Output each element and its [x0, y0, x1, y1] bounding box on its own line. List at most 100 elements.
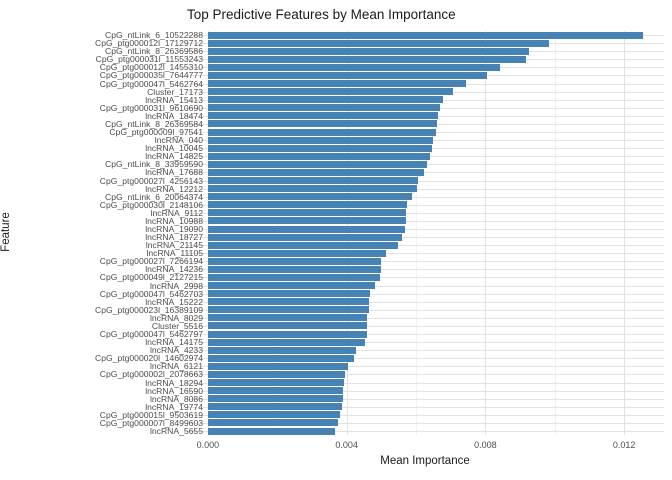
- y-category-gridline: [186, 342, 664, 344]
- bar: [207, 71, 488, 79]
- y-category-gridline: [186, 277, 664, 279]
- bar: [207, 346, 357, 354]
- bar: [207, 88, 454, 96]
- bar: [207, 282, 376, 289]
- y-category-gridline: [186, 350, 664, 352]
- y-tick-label: lncRNA_15413: [145, 94, 203, 105]
- bar: [207, 152, 430, 160]
- y-tick-label: CpG_ptg000031l_11553243: [95, 54, 203, 65]
- y-category-gridline: [186, 212, 664, 214]
- y-category-gridline: [186, 309, 664, 311]
- bar: [207, 241, 398, 249]
- x-major-gridline: [624, 31, 626, 435]
- y-tick-label: lncRNA_18474: [145, 110, 203, 121]
- bar: [207, 185, 417, 193]
- y-category-gridline: [186, 196, 664, 198]
- y-category-gridline: [186, 229, 664, 230]
- x-tick-label: 0.004: [335, 440, 358, 450]
- bar: [207, 387, 344, 395]
- y-tick-label: CpG_ntLink_8_33959590: [105, 159, 203, 170]
- y-tick-label: CpG_ptg000035l_7644777: [99, 70, 203, 81]
- bar: [207, 96, 444, 104]
- bar: [207, 225, 405, 233]
- bar: [207, 112, 439, 120]
- x-axis-title: Mean Importance: [380, 455, 470, 467]
- y-category-gridline: [186, 414, 664, 416]
- bar: [207, 419, 339, 427]
- y-tick-label: lncRNA_8086: [149, 393, 203, 404]
- x-tick-label: 0.008: [474, 440, 497, 450]
- y-tick-label: CpG_ptg000047l_5462703: [99, 288, 203, 299]
- y-tick-label: lncRNA_16590: [145, 385, 203, 396]
- x-minor-gridline: [277, 31, 279, 435]
- y-tick-label: Cluster_17173: [147, 86, 203, 97]
- y-category-gridline: [186, 293, 664, 295]
- y-tick-label: CpG_ptg000047l_5462797: [99, 329, 203, 339]
- bar: [207, 306, 369, 314]
- bar: [207, 104, 440, 112]
- y-category-gridline: [186, 261, 664, 263]
- y-tick-label: CpG_ptg000020l_14602974: [95, 353, 203, 364]
- y-tick-label: lncRNA_6121: [149, 361, 203, 372]
- y-category-gridline: [186, 398, 664, 400]
- y-tick-label: lncRNA_18294: [145, 377, 203, 388]
- bar: [207, 47, 530, 55]
- y-tick-label: lncRNA_18727: [145, 232, 203, 242]
- y-category-gridline: [186, 366, 664, 368]
- y-tick-label: lncRNA_8029: [149, 312, 203, 323]
- bar: [207, 354, 354, 362]
- y-tick-label: CpG_ptg000027l_4256143: [99, 175, 203, 186]
- y-tick-label: lncRNA_19090: [145, 224, 203, 234]
- y-category-gridline: [186, 358, 664, 360]
- y-tick-label: lncRNA_4233: [149, 345, 203, 356]
- y-category-gridline: [186, 325, 664, 327]
- bar: [207, 249, 386, 257]
- bar: [207, 370, 345, 378]
- y-tick-label: CpG_ptg000015l_9503619: [99, 409, 203, 420]
- y-category-gridline: [186, 220, 664, 222]
- bar: [207, 144, 432, 152]
- bar: [207, 362, 348, 370]
- y-category-gridline: [186, 180, 664, 182]
- y-axis-tick-labels: CpG_ntLink_6_10522288 CpG_ptg000012l_1712…: [0, 31, 203, 436]
- y-tick-label: lncRNA_14175: [145, 337, 203, 348]
- bar: [207, 314, 368, 322]
- bar: [207, 193, 413, 201]
- y-tick-label: lncRNA_10988: [145, 215, 203, 226]
- y-category-gridline: [186, 285, 664, 287]
- y-category-gridline: [186, 245, 664, 247]
- y-tick-label: CpG_ntLink_8_26369586: [105, 46, 203, 57]
- bar: [207, 257, 381, 265]
- y-tick-label: lncRNA_17688: [145, 167, 203, 178]
- plot-panel: [186, 31, 664, 435]
- y-category-gridline: [186, 317, 664, 319]
- x-tick-label: 0.000: [196, 440, 220, 450]
- bar: [207, 160, 427, 168]
- bar: [207, 233, 403, 241]
- y-tick-label: Cluster_5516: [151, 320, 203, 331]
- bar: [207, 379, 345, 386]
- y-category-gridline: [186, 253, 664, 255]
- y-tick-label: CpG_ptg000047l_5462764: [99, 78, 203, 89]
- y-tick-label: lncRNA_12212: [145, 183, 203, 194]
- y-tick-label: lncRNA_11105: [146, 248, 203, 259]
- bar: [207, 298, 370, 306]
- y-tick-label: CpG_ptg000002l_2078663: [99, 369, 203, 380]
- y-tick-label: lncRNA_040: [154, 135, 203, 146]
- bar: [207, 55, 526, 63]
- y-tick-label: CpG_ptg000027l_7266194: [99, 256, 203, 267]
- y-tick-label: CpG_ptg000012l_17129712: [95, 38, 203, 49]
- y-tick-label: CpG_ptg000012l_1455310: [99, 62, 203, 73]
- y-tick-label: lncRNA_14825: [145, 151, 203, 162]
- y-category-gridline: [186, 188, 664, 190]
- y-category-gridline: [186, 422, 664, 424]
- bar: [207, 330, 368, 338]
- bar: [207, 273, 380, 281]
- bar: [207, 395, 343, 403]
- bar: [207, 427, 335, 435]
- x-minor-gridline: [416, 31, 417, 435]
- y-category-gridline: [186, 431, 664, 432]
- y-tick-label: lncRNA_21145: [145, 240, 203, 251]
- x-axis-tick-labels: 0.000 0.004 0.008 0.012: [0, 440, 672, 452]
- y-tick-label: CpG_ntLink_8_26369584: [105, 118, 203, 129]
